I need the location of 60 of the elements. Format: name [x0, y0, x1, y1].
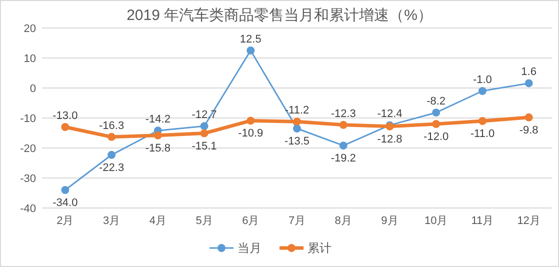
data-label: -1.0: [472, 74, 492, 86]
x-tick-label: 2月: [56, 215, 74, 227]
point: [432, 108, 440, 117]
point: [154, 131, 162, 140]
point: [478, 87, 486, 95]
point: [339, 120, 348, 129]
x-tick-label: 5月: [196, 215, 213, 227]
point: [246, 46, 255, 54]
data-label: -15.1: [192, 140, 217, 152]
point: [432, 120, 440, 128]
point: [108, 132, 116, 141]
data-label: -15.8: [145, 142, 170, 154]
point: [524, 79, 533, 88]
x-tick-label: 12月: [517, 215, 540, 227]
x-tick-label: 6月: [242, 215, 260, 227]
y-tick-label: -30: [20, 173, 36, 185]
point: [339, 142, 348, 150]
data-label: -11.0: [470, 128, 495, 140]
data-label: -14.2: [145, 114, 170, 126]
data-label: -13.0: [52, 110, 78, 122]
point: [478, 117, 486, 125]
data-label: -8.2: [426, 96, 446, 108]
point: [61, 123, 70, 131]
x-tick-label: 7月: [288, 215, 306, 227]
point: [61, 186, 70, 194]
data-label: -16.3: [99, 120, 124, 132]
legend-label: 当月: [238, 241, 262, 255]
data-label: -12.8: [377, 133, 402, 146]
data-label: -12.0: [424, 131, 449, 143]
data-label: -34.0: [52, 197, 78, 209]
point: [524, 113, 533, 122]
data-label: 1.6: [521, 66, 536, 78]
y-tick-label: 10: [24, 53, 36, 65]
point: [246, 116, 255, 125]
y-tick-label: -10: [20, 113, 36, 125]
y-tick-label: 0: [30, 83, 36, 95]
y-tick-label: 20: [24, 23, 36, 35]
data-label: -12.3: [330, 108, 356, 120]
x-tick-label: 9月: [381, 215, 398, 227]
data-label: -9.8: [519, 124, 538, 136]
point: [108, 150, 116, 159]
x-tick-label: 11月: [471, 215, 494, 227]
chart-title: 2019 年汽车类商品零售当月和累计增速（%）: [126, 7, 432, 24]
point: [200, 122, 208, 130]
x-tick-label: 8月: [334, 215, 352, 227]
point: [293, 118, 301, 126]
x-tick-label: 10月: [424, 215, 448, 227]
x-tick-label: 4月: [149, 215, 166, 227]
data-label: -12.4: [377, 108, 402, 120]
y-tick-label: -40: [20, 203, 36, 215]
data-label: -19.2: [330, 152, 356, 165]
data-label: 12.5: [240, 34, 262, 46]
x-tick-label: 3月: [102, 215, 120, 227]
data-label: -13.5: [284, 136, 310, 148]
point: [293, 124, 301, 132]
y-tick-label: -20: [20, 143, 36, 155]
legend-label: 累计: [308, 241, 332, 255]
point: [200, 129, 208, 138]
data-label: -22.3: [99, 162, 124, 174]
data-label: -10.9: [238, 128, 264, 140]
